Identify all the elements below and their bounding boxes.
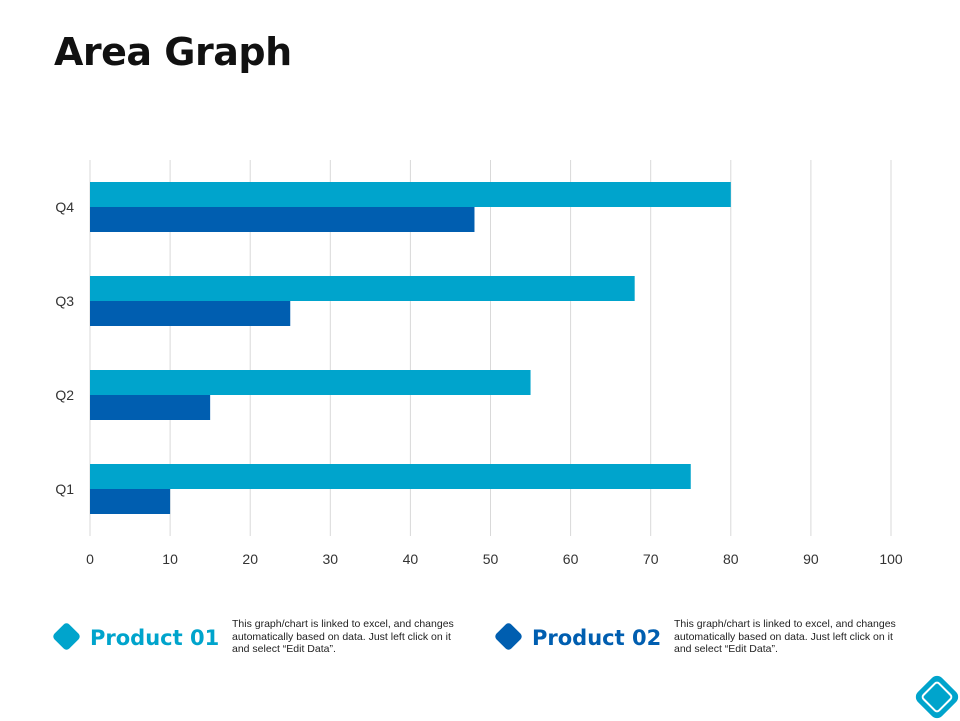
x-tick-label: 60: [563, 551, 579, 567]
bar-product-02: [90, 301, 291, 326]
bar-product-02: [90, 207, 475, 232]
x-tick-label: 100: [879, 551, 903, 567]
y-category-label: Q1: [55, 481, 74, 497]
bar-product-01: [90, 182, 731, 207]
y-category-label: Q4: [55, 199, 74, 215]
bar-product-01: [90, 464, 691, 489]
diamond-icon: [51, 621, 82, 652]
page-title: Area Graph: [54, 30, 292, 74]
legend-name: Product 02: [532, 626, 662, 650]
bar-product-01: [90, 276, 635, 301]
legend-description: This graph/chart is linked to excel, and…: [674, 618, 896, 655]
bar-chart: 0 10 20 30 40 50 60 70 80 90 100 Q1 Q2 Q3 Q4: [55, 160, 903, 567]
x-tick-label: 10: [162, 551, 178, 567]
x-tick-label: 80: [723, 551, 739, 567]
x-tick-label: 40: [403, 551, 419, 567]
x-tick-label: 0: [86, 551, 94, 567]
y-category-label: Q2: [55, 387, 74, 403]
bar-product-02: [90, 489, 171, 514]
x-tick-label: 20: [242, 551, 258, 567]
bar-product-01: [90, 370, 531, 395]
corner-diamond-inner: [920, 680, 954, 714]
legend-description: This graph/chart is linked to excel, and…: [232, 618, 454, 655]
x-tick-label: 30: [323, 551, 339, 567]
x-tick-label: 50: [483, 551, 499, 567]
corner-diamond-icon: [912, 672, 960, 721]
bar-product-02: [90, 395, 211, 420]
legend-name: Product 01: [90, 626, 220, 650]
x-tick-label: 70: [643, 551, 659, 567]
x-tick-label: 90: [803, 551, 819, 567]
y-category-label: Q3: [55, 293, 74, 309]
diamond-icon: [493, 621, 524, 652]
